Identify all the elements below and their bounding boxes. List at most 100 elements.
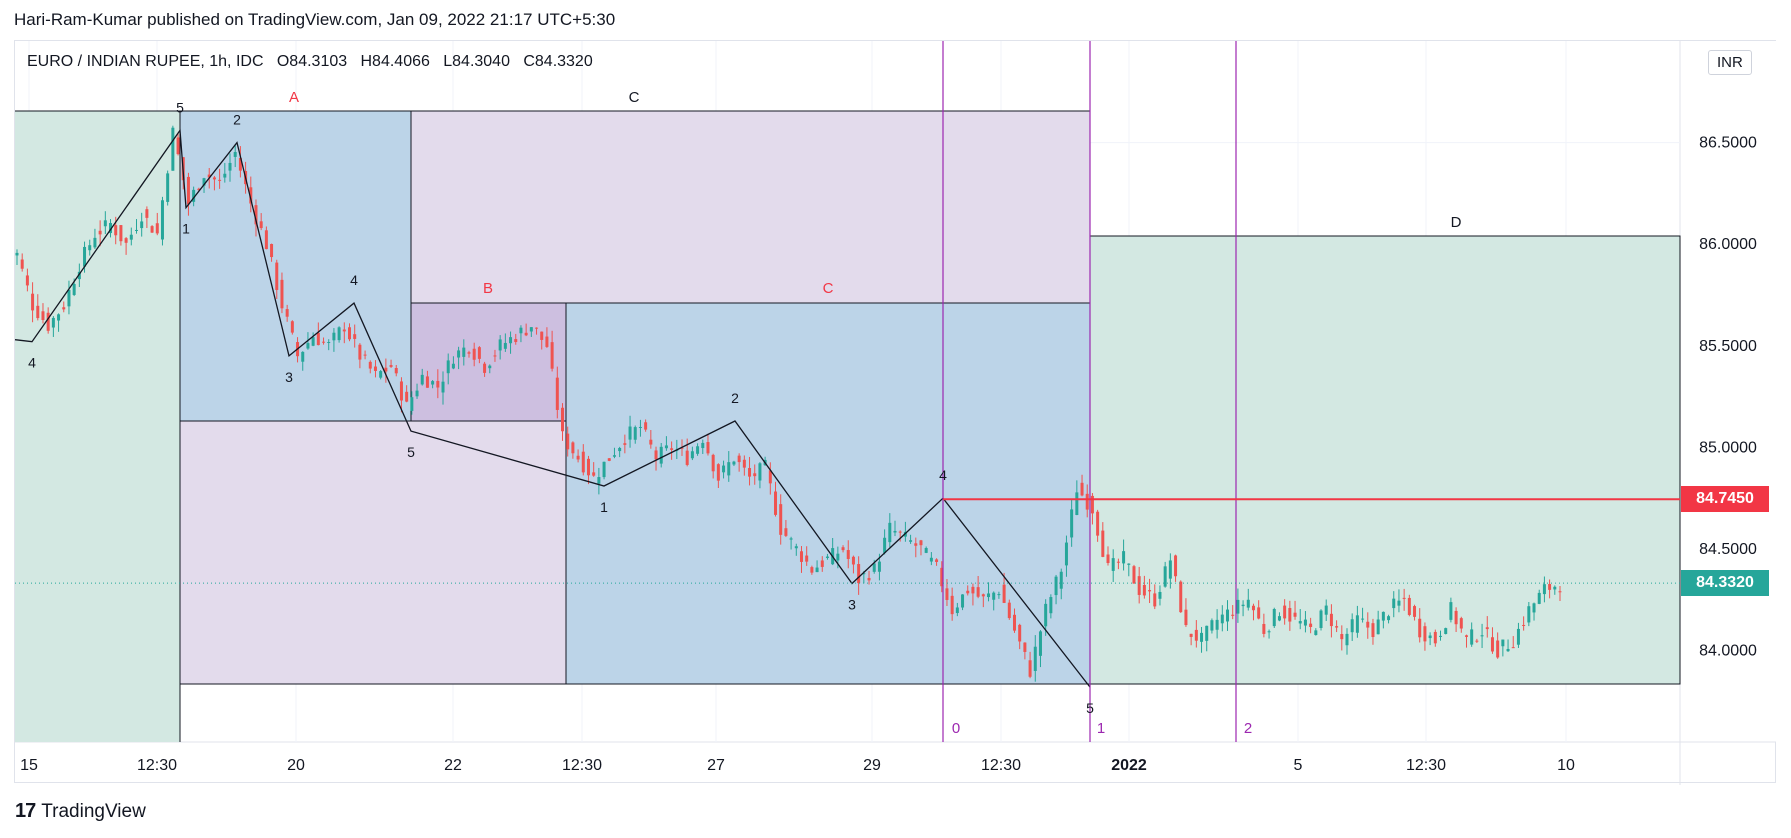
candle-body bbox=[519, 327, 523, 334]
candle-body bbox=[238, 157, 242, 171]
candle-body bbox=[1350, 619, 1354, 633]
candle-body bbox=[1283, 605, 1287, 619]
candle-body bbox=[857, 564, 861, 584]
candle-body bbox=[592, 472, 596, 476]
candle-body bbox=[742, 459, 746, 468]
y-tick-label: 85.5000 bbox=[1699, 338, 1757, 355]
candle-body bbox=[98, 230, 102, 235]
candle-body bbox=[1454, 610, 1458, 625]
candle-body bbox=[373, 366, 377, 371]
candle-body bbox=[20, 259, 24, 269]
candle-body bbox=[633, 427, 637, 440]
candle-body bbox=[1127, 563, 1131, 565]
candle-body bbox=[51, 317, 55, 328]
wave-label: 1 bbox=[182, 221, 190, 237]
candle-body bbox=[410, 397, 414, 411]
candle-body bbox=[898, 531, 902, 533]
candle-body bbox=[1194, 629, 1198, 641]
candle-body bbox=[1163, 566, 1167, 587]
candle-body bbox=[218, 179, 222, 181]
candle-body bbox=[1522, 624, 1526, 626]
candle-body bbox=[119, 225, 123, 242]
ohlc-legend: EURO / INDIAN RUPEE, 1h, IDC O84.3103 H8… bbox=[27, 53, 593, 71]
candle-body bbox=[877, 561, 881, 572]
open-label: O bbox=[276, 53, 290, 70]
candle-body bbox=[706, 442, 710, 454]
candle-body bbox=[384, 367, 388, 372]
candle-body bbox=[1189, 633, 1193, 637]
candle-body bbox=[883, 537, 887, 553]
candle-body bbox=[1464, 635, 1468, 637]
candle-body bbox=[737, 455, 741, 463]
elliott-boxes bbox=[15, 110, 1681, 742]
y-tick-label: 85.0000 bbox=[1699, 439, 1757, 456]
axis-gutter bbox=[1680, 41, 1776, 742]
symbol-label[interactable]: EURO / INDIAN RUPEE, 1h, IDC bbox=[27, 53, 264, 70]
candle-body bbox=[1246, 599, 1250, 608]
candle-body bbox=[872, 563, 876, 572]
candle-body bbox=[768, 470, 772, 484]
candle-body bbox=[586, 458, 590, 476]
candle-body bbox=[1329, 613, 1333, 627]
candle-body bbox=[254, 205, 258, 225]
candle-body bbox=[581, 451, 585, 473]
candle-body bbox=[1309, 623, 1313, 628]
tradingview-logo[interactable]: 17 TradingView bbox=[15, 800, 146, 823]
candle-body bbox=[1387, 616, 1391, 621]
candle-body bbox=[1361, 618, 1365, 620]
candle-body bbox=[1548, 584, 1552, 590]
candle-body bbox=[160, 200, 164, 240]
candle-body bbox=[457, 350, 461, 358]
x-tick-label: 12:30 bbox=[137, 757, 177, 774]
candle-body bbox=[1501, 639, 1505, 647]
candle-body bbox=[155, 223, 159, 234]
x-tick-label: 12:30 bbox=[1406, 757, 1446, 774]
candle-body bbox=[322, 341, 326, 343]
candle-body bbox=[685, 450, 689, 465]
wave-label: 5 bbox=[1086, 700, 1094, 716]
candle-body bbox=[233, 152, 237, 157]
wave-label: 2 bbox=[233, 112, 241, 128]
candle-body bbox=[690, 451, 694, 459]
candle-body bbox=[1122, 551, 1126, 564]
candle-body bbox=[696, 446, 700, 454]
candle-body bbox=[1272, 609, 1276, 627]
candle-body bbox=[270, 244, 274, 258]
candle-body bbox=[1075, 492, 1079, 515]
candle-body bbox=[202, 178, 206, 186]
candle-body bbox=[316, 332, 320, 346]
candle-body bbox=[1319, 610, 1323, 628]
candle-body bbox=[1262, 623, 1266, 634]
x-tick-label: 5 bbox=[1294, 757, 1303, 774]
candle-body bbox=[514, 339, 518, 343]
candle-body bbox=[789, 538, 793, 540]
candle-body bbox=[825, 556, 829, 558]
candle-body bbox=[1407, 597, 1411, 615]
candle-body bbox=[981, 594, 985, 597]
candle-body bbox=[555, 377, 559, 410]
candle-body bbox=[1231, 614, 1235, 616]
candle-body bbox=[31, 293, 35, 311]
vertical-lines bbox=[942, 41, 1237, 742]
candle-body bbox=[1142, 584, 1146, 596]
candle-body bbox=[1028, 660, 1032, 677]
wave-label: 4 bbox=[350, 272, 358, 288]
candle-body bbox=[405, 391, 409, 402]
close-label: C bbox=[523, 53, 535, 70]
currency-button[interactable]: INR bbox=[1708, 50, 1752, 75]
candle-body bbox=[379, 371, 383, 378]
candle-body bbox=[987, 593, 991, 598]
candle-body bbox=[1251, 605, 1255, 611]
candle-body bbox=[924, 548, 928, 553]
candle-body bbox=[654, 450, 658, 460]
candle-body bbox=[166, 173, 170, 202]
candle-body bbox=[1070, 509, 1074, 538]
candle-body bbox=[1215, 619, 1219, 630]
tradingview-logo-icon: 17 bbox=[15, 800, 36, 822]
box-purple-b bbox=[410, 302, 567, 422]
candle-body bbox=[659, 446, 663, 464]
candle-body bbox=[415, 390, 419, 397]
candle-body bbox=[1335, 626, 1339, 628]
